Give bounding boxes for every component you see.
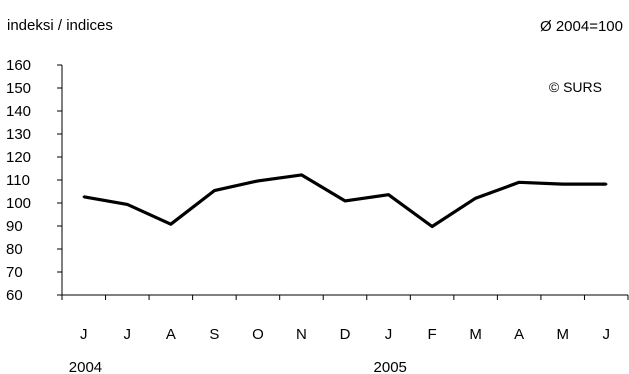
- data-point: [474, 196, 477, 200]
- y-axis: 60 70 80 90 100 110 120 130 140 150 160: [6, 57, 63, 304]
- data-point: [517, 181, 521, 184]
- y-tick-label: 70: [6, 264, 23, 281]
- y-tick-label: 120: [6, 149, 31, 166]
- x-tick-label: A: [166, 326, 176, 343]
- data-point: [126, 203, 129, 206]
- data-point: [605, 182, 608, 186]
- series-layer: [82, 173, 608, 229]
- y-tick-label: 130: [6, 126, 31, 143]
- x-tick-label: J: [124, 326, 132, 343]
- y-tick-label: 90: [6, 218, 23, 235]
- x-tick-label: F: [427, 326, 436, 343]
- y-tick-label: 140: [6, 103, 31, 120]
- data-point: [213, 189, 216, 192]
- x-tick-label: J: [385, 326, 393, 343]
- data-point: [82, 195, 85, 198]
- data-point: [387, 193, 390, 196]
- y-tick-label: 110: [6, 172, 30, 189]
- x-tick-label: A: [514, 326, 524, 343]
- x-tick-label: J: [602, 326, 610, 343]
- x-tick-label: J: [80, 326, 88, 343]
- data-point: [300, 173, 303, 177]
- y-tick-label: 80: [6, 241, 23, 258]
- y-tick-label: 150: [6, 80, 31, 97]
- base-year-label: Ø 2004=100: [540, 18, 623, 35]
- data-point: [561, 182, 564, 186]
- x-tick-label: M: [469, 326, 482, 343]
- data-point: [169, 222, 173, 226]
- x-tick-label: O: [252, 326, 264, 343]
- x-axis: J J A S O N D J F M A M J 2004 2005: [61, 294, 629, 374]
- copyright-annotation: © SURS: [549, 79, 602, 95]
- y-tick-label: 60: [6, 287, 23, 304]
- x-tick-label: D: [340, 326, 351, 343]
- year-label: 2005: [374, 359, 407, 374]
- data-point: [430, 225, 434, 228]
- y-tick-label: 160: [6, 57, 31, 74]
- x-tick-label: N: [296, 326, 307, 343]
- x-tick-label: S: [209, 326, 219, 343]
- data-point: [256, 179, 260, 183]
- x-tick-label: M: [556, 326, 569, 343]
- y-axis-units-label: indeksi / indices: [7, 17, 113, 34]
- data-point: [343, 199, 347, 203]
- y-tick-label: 100: [6, 195, 31, 212]
- year-label: 2004: [69, 359, 102, 374]
